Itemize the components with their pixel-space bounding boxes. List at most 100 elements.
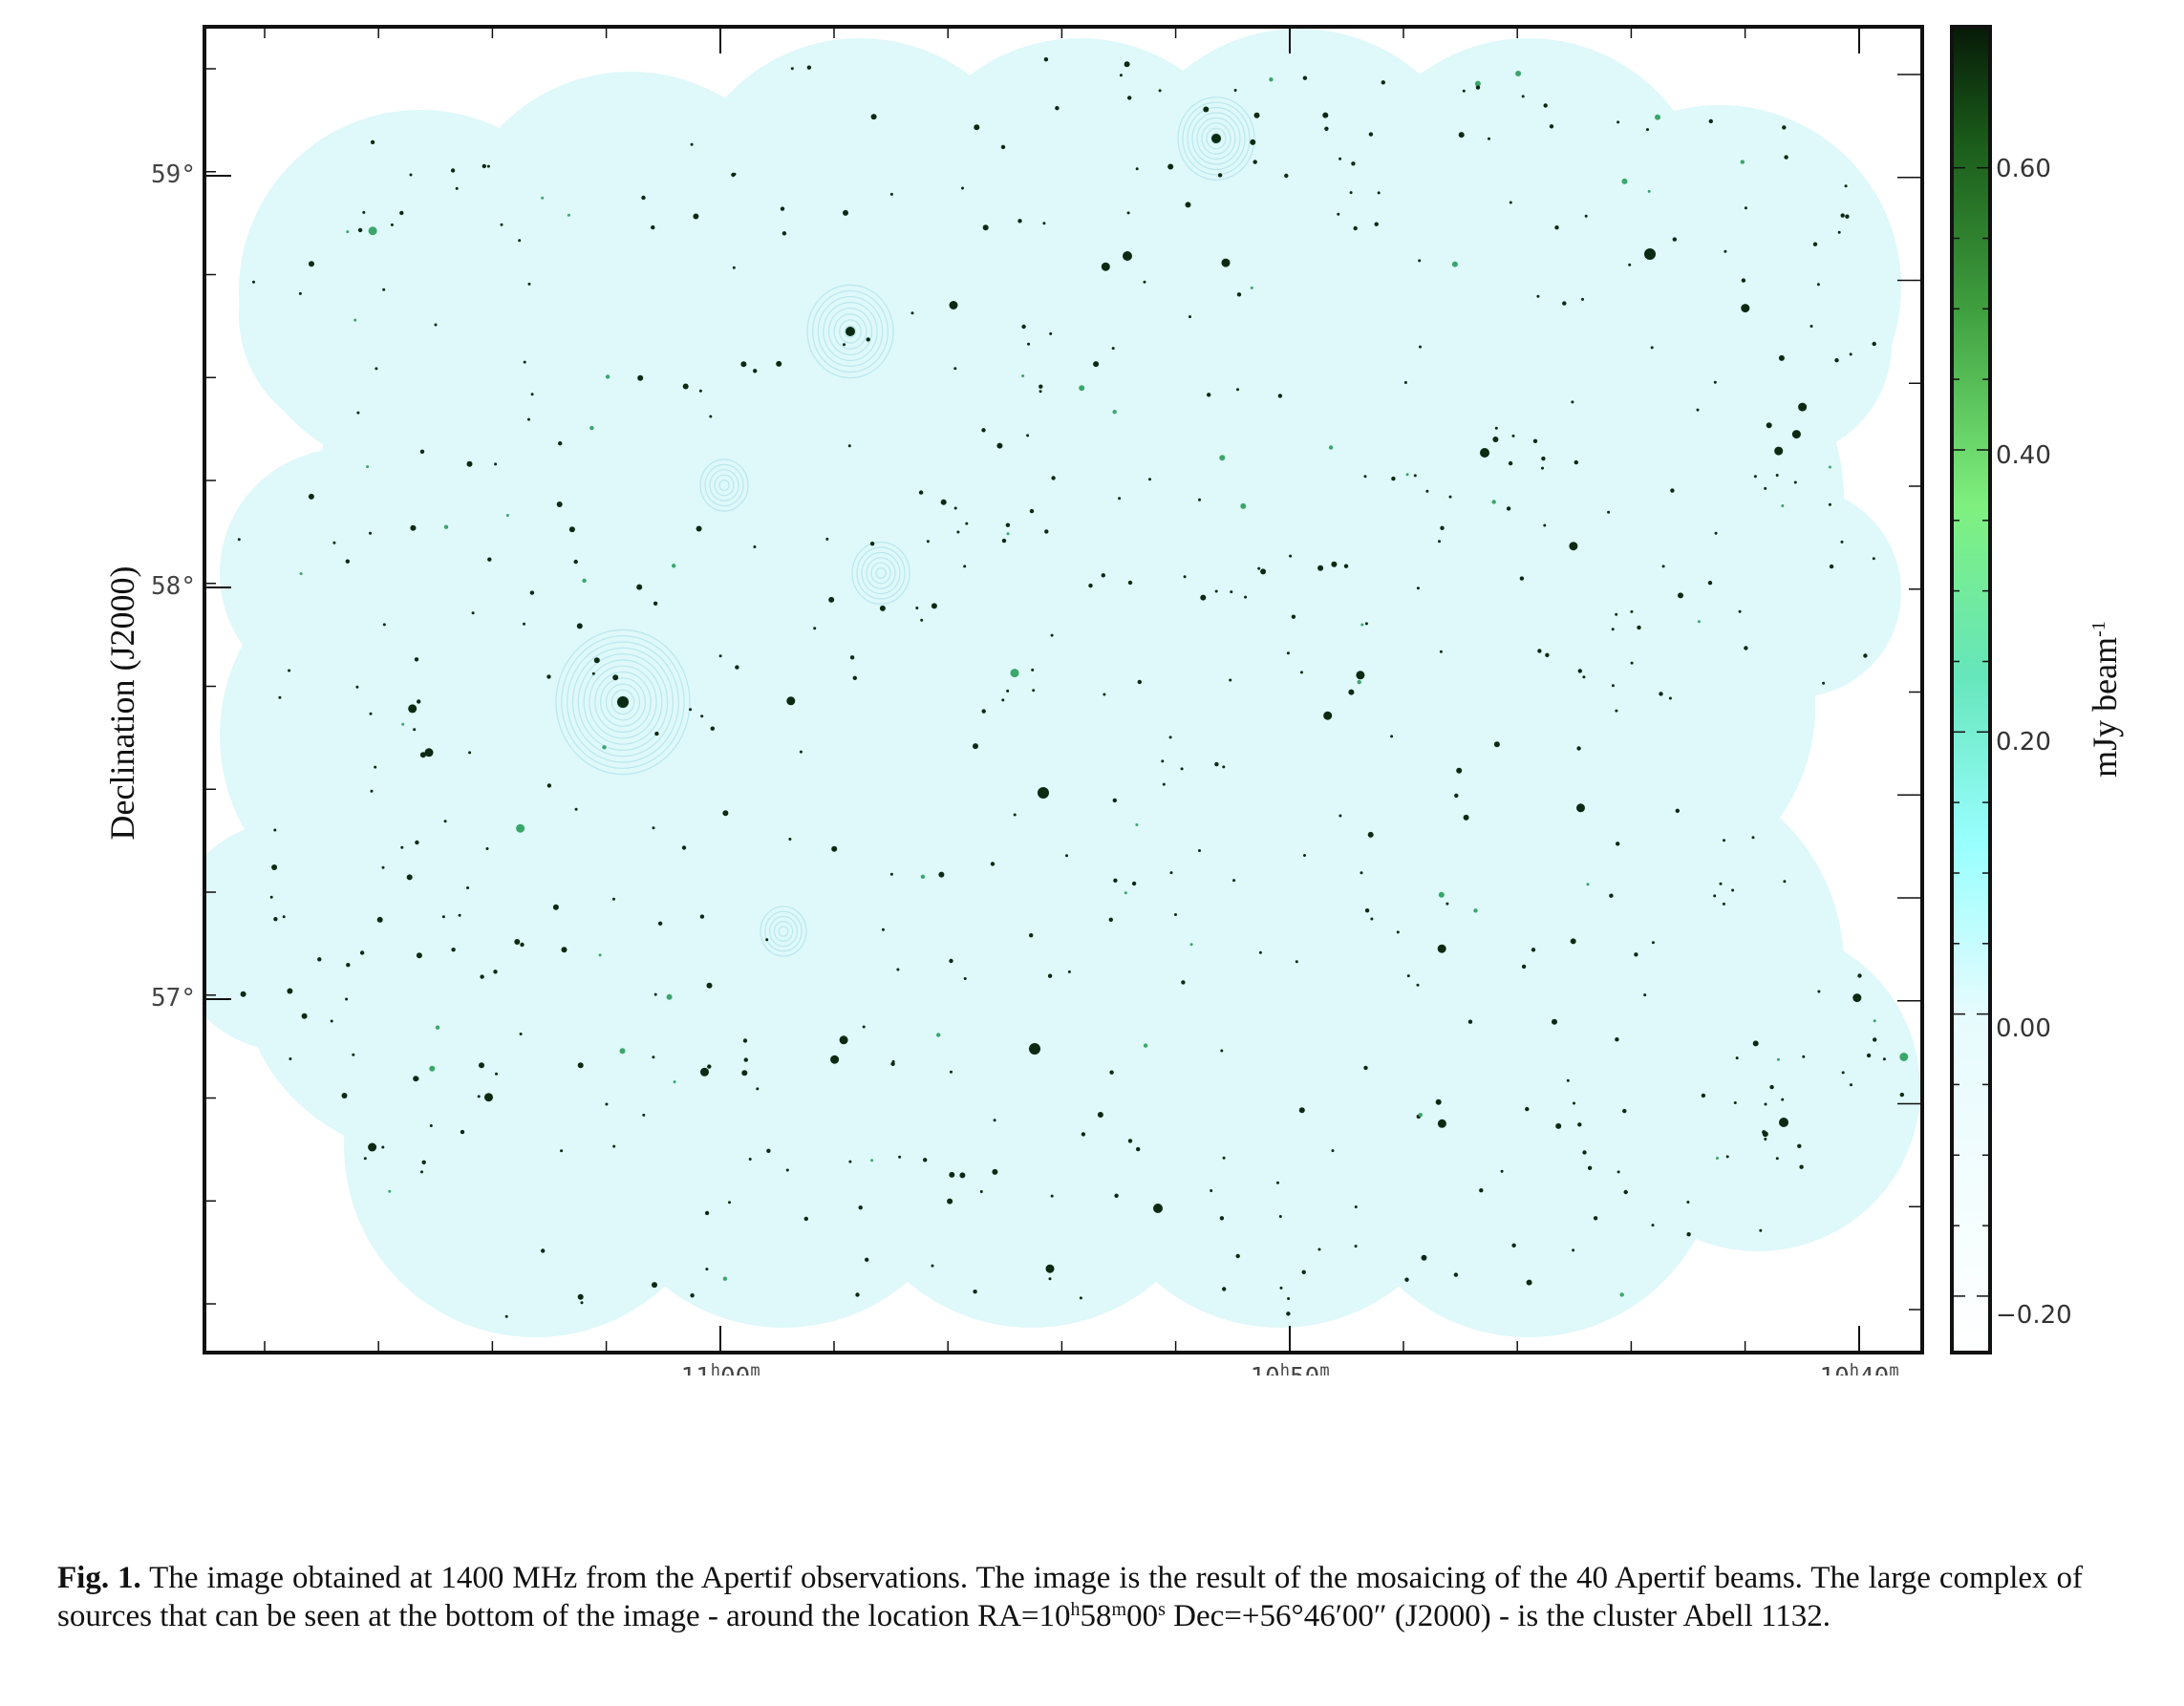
radio-source xyxy=(299,572,303,576)
radio-source xyxy=(920,618,924,622)
radio-source xyxy=(482,163,486,169)
bright-source xyxy=(1779,1118,1788,1127)
radio-source xyxy=(416,952,422,959)
radio-source xyxy=(1364,622,1368,626)
radio-source xyxy=(1650,346,1654,350)
radio-source xyxy=(1543,523,1547,527)
radio-source xyxy=(690,1293,695,1298)
radio-source xyxy=(1421,1254,1427,1261)
radio-source xyxy=(529,590,535,595)
radio-source xyxy=(1006,532,1010,536)
radio-source xyxy=(505,514,509,517)
radio-source xyxy=(309,261,314,267)
radio-source xyxy=(1101,262,1110,271)
radio-source xyxy=(1751,836,1755,840)
radio-source xyxy=(441,915,445,919)
radio-source xyxy=(1284,173,1289,179)
radio-source xyxy=(1493,741,1500,748)
radio-source xyxy=(619,1048,626,1055)
radio-source xyxy=(1573,1101,1575,1105)
radio-source xyxy=(1531,948,1536,952)
radio-source xyxy=(589,425,594,431)
radio-source xyxy=(514,939,521,945)
radio-source xyxy=(699,914,705,919)
radio-source xyxy=(799,750,803,754)
radio-source xyxy=(1611,684,1615,688)
radio-source xyxy=(1360,623,1364,627)
radio-source xyxy=(487,557,492,562)
radio-source xyxy=(1279,1286,1283,1290)
radio-source xyxy=(1257,566,1261,570)
radio-source xyxy=(582,578,587,584)
radio-source xyxy=(376,916,383,923)
radio-source xyxy=(979,1190,983,1193)
radio-source xyxy=(443,524,449,529)
radio-source xyxy=(785,1168,789,1172)
radio-source xyxy=(1738,609,1742,613)
radio-source xyxy=(1112,410,1117,415)
radio-source xyxy=(1298,1107,1305,1114)
radio-source xyxy=(718,654,722,658)
radio-source xyxy=(637,374,644,381)
source-ring xyxy=(610,689,635,715)
radio-source xyxy=(1048,1277,1052,1281)
radio-source xyxy=(271,864,278,870)
radio-source xyxy=(573,559,578,565)
radio-source xyxy=(1109,1070,1114,1075)
bright-source xyxy=(1644,248,1656,260)
radio-source xyxy=(1137,679,1143,685)
radio-source xyxy=(682,383,689,390)
radio-source xyxy=(848,1160,852,1163)
radio-source xyxy=(1354,1205,1358,1208)
radio-source xyxy=(415,840,419,845)
radio-source xyxy=(1219,1216,1225,1221)
radio-source xyxy=(652,1282,657,1289)
radio-source xyxy=(577,1293,584,1300)
radio-source xyxy=(1816,283,1820,287)
radio-source xyxy=(831,845,838,852)
radio-source xyxy=(460,1129,465,1135)
radio-source xyxy=(1055,106,1060,111)
x-tick-labels: 11h00m 10h50m 10h40m xyxy=(680,1361,1898,1375)
radio-source xyxy=(1456,767,1463,774)
radio-source xyxy=(1043,57,1049,62)
radio-source xyxy=(1131,881,1137,886)
radio-source xyxy=(1852,993,1862,1003)
radio-source xyxy=(681,845,687,850)
radio-source xyxy=(1593,1216,1598,1221)
radio-source xyxy=(1390,735,1394,738)
radio-source xyxy=(1817,990,1821,993)
radio-source xyxy=(598,953,602,957)
radio-source xyxy=(1174,913,1177,916)
figure: 59° 58° 57° 11h00m 10h50m 10h40m Right A… xyxy=(103,25,2124,1375)
radio-source xyxy=(847,444,851,448)
radio-source xyxy=(1581,297,1584,301)
caption-sup: m xyxy=(1111,1599,1127,1620)
radio-source xyxy=(1781,1098,1785,1101)
radio-source xyxy=(577,1062,584,1069)
radio-source xyxy=(1549,124,1554,129)
radio-source xyxy=(1536,294,1540,298)
caption-sup: s xyxy=(1158,1599,1166,1620)
radio-source xyxy=(709,415,713,418)
bright-source xyxy=(1123,251,1132,261)
radio-source xyxy=(1143,1043,1148,1048)
radio-source xyxy=(1416,983,1420,987)
radio-source xyxy=(1302,75,1308,80)
radio-source xyxy=(743,1057,748,1062)
radio-source xyxy=(728,1201,731,1205)
radio-source xyxy=(722,810,729,817)
radio-source xyxy=(788,838,792,841)
radio-source xyxy=(1769,1084,1774,1090)
radio-source xyxy=(890,1061,895,1067)
radio-source xyxy=(1258,950,1262,954)
radio-source xyxy=(950,1070,953,1074)
radio-source xyxy=(881,928,885,931)
radio-source xyxy=(1169,871,1173,875)
radio-source xyxy=(1488,137,1490,140)
radio-source xyxy=(1119,74,1123,77)
radio-source xyxy=(1049,331,1053,335)
radio-source xyxy=(852,675,857,680)
radio-source xyxy=(915,607,919,609)
radio-source xyxy=(740,361,747,368)
